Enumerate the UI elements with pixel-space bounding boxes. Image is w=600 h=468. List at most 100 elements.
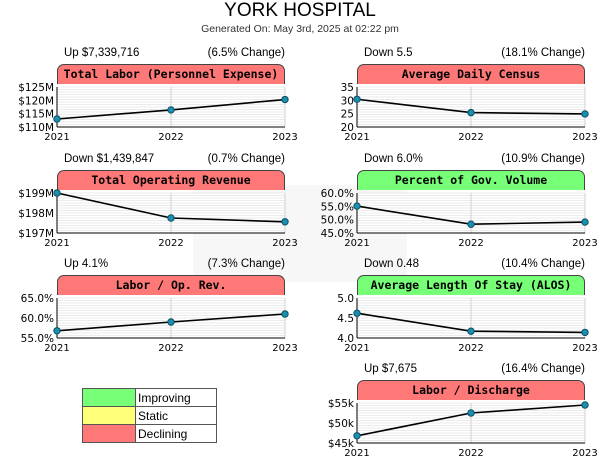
chart-title-total-labor: Total Labor (Personnel Expense) (57, 64, 285, 84)
chart-panel-total-labor: Up $7,339,716 (6.5% Change) Total Labor (P… (0, 47, 300, 152)
y-tick-label: $45k (328, 438, 355, 450)
data-point (581, 218, 589, 226)
chart-panel-average-daily-census: Down 5.5 (18.1% Change) Average Daily Cens… (300, 47, 600, 152)
data-point (281, 310, 289, 318)
x-tick-label: 2023 (272, 238, 298, 249)
x-tick-label: 2021 (344, 238, 370, 249)
change-percent-labor-op-rev: (7.3% Change) (207, 258, 285, 270)
x-tick-label: 2022 (458, 238, 484, 249)
chart-title-percent-gov-volume: Percent of Gov. Volume (357, 170, 585, 190)
generated-on-text: Generated On: May 3rd, 2025 at 02:22 pm (201, 23, 399, 35)
chart-title-labor-per-discharge: Labor / Discharge (357, 380, 585, 400)
x-tick-label: 2021 (344, 343, 370, 354)
x-tick-label: 2022 (158, 132, 184, 143)
y-tick-label: 4.0 (337, 333, 354, 345)
y-tick-label: 45.0% (321, 228, 354, 240)
change-amount-total-labor: Up $7,339,716 (64, 47, 140, 59)
data-point (467, 220, 475, 228)
x-tick-label: 2023 (272, 132, 298, 143)
data-point (281, 95, 289, 104)
x-tick-label: 2023 (572, 238, 598, 249)
chart-panel-alos: Down 0.48 (10.4% Change) Average Length Of… (300, 258, 600, 363)
change-percent-total-labor: (6.5% Change) (207, 47, 285, 59)
report-title: YORK HOSPITAL (224, 0, 376, 21)
x-tick-label: 2023 (572, 132, 598, 143)
x-tick-label: 2021 (44, 343, 70, 354)
legend-swatch-improving (82, 388, 136, 407)
y-tick-label: $125M (18, 82, 54, 94)
y-tick-label: 4.5 (337, 313, 354, 325)
data-point (281, 218, 289, 226)
change-percent-labor-per-discharge: (16.4% Change) (501, 363, 585, 375)
data-point (353, 202, 361, 210)
y-tick-label: $55k (328, 398, 355, 410)
legend-row-declining: Declining (82, 424, 217, 443)
chart-panel-total-operating-revenue: Down $1,439,847 (0.7% Change) Total Operat… (0, 153, 300, 258)
legend-label-declining: Declining (135, 424, 217, 443)
x-tick-label: 2023 (572, 448, 598, 459)
change-amount-average-daily-census: Down 5.5 (364, 47, 413, 59)
line-chart-total-operating-revenue: $199M $198M $197M (18, 188, 289, 240)
legend-swatch-declining (82, 424, 136, 443)
data-point (167, 106, 175, 114)
y-tick-label: 30 (341, 95, 354, 107)
x-tick-label: 2021 (44, 238, 70, 249)
change-percent-percent-gov-volume: (10.9% Change) (501, 153, 585, 165)
x-tick-label: 2022 (458, 448, 484, 459)
y-tick-label: 5.0 (337, 293, 354, 305)
x-tick-label: 2021 (44, 132, 70, 143)
y-tick-label: 20 (341, 122, 354, 134)
line-chart-alos: 5.0 4.5 4.0 (337, 293, 589, 345)
data-point (167, 318, 175, 326)
data-point (581, 401, 589, 409)
data-point (53, 189, 61, 197)
data-point (53, 327, 61, 335)
x-tick-label: 2023 (572, 343, 598, 354)
change-amount-alos: Down 0.48 (364, 258, 419, 270)
status-legend: Improving Static Declining (82, 388, 217, 443)
chart-panel-labor-per-discharge: Up $7,675 (16.4% Change) Labor / Discharge… (300, 363, 600, 468)
legend-swatch-static (82, 406, 136, 425)
data-point (467, 409, 475, 417)
line-chart-labor-per-discharge: $55k $50k $45k (328, 398, 589, 450)
chart-panel-percent-gov-volume: Down 6.0% (10.9% Change) Percent of Gov. V… (300, 153, 600, 258)
data-point (467, 108, 475, 117)
data-point (581, 328, 589, 337)
chart-title-labor-op-rev: Labor / Op. Rev. (57, 275, 285, 295)
chart-title-total-operating-revenue: Total Operating Revenue (57, 170, 285, 190)
chart-title-average-daily-census: Average Daily Census (357, 64, 585, 84)
legend-label-static: Static (135, 406, 217, 425)
change-amount-total-operating-revenue: Down $1,439,847 (64, 153, 155, 165)
change-amount-percent-gov-volume: Down 6.0% (364, 153, 423, 165)
y-tick-label: 55.0% (321, 201, 354, 213)
x-tick-label: 2022 (158, 238, 184, 249)
change-amount-labor-per-discharge: Up $7,675 (364, 363, 418, 375)
x-tick-label: 2022 (158, 343, 184, 354)
x-tick-label: 2022 (458, 343, 484, 354)
chart-panel-labor-op-rev: Up 4.1% (7.3% Change) Labor / Op. Rev. 65.0… (0, 258, 300, 363)
y-tick-label: 35 (341, 82, 354, 94)
data-point (581, 110, 589, 118)
change-percent-alos: (10.4% Change) (501, 258, 585, 270)
chart-title-alos: Average Length Of Stay (ALOS) (357, 275, 585, 295)
line-chart-percent-gov-volume: 60.0%55.0% 50.0%45.0% (321, 188, 589, 240)
y-tick-label: $115M (18, 109, 54, 121)
y-tick-label: 60.0% (321, 188, 354, 200)
change-amount-labor-op-rev: Up 4.1% (64, 258, 109, 270)
data-point (353, 95, 361, 103)
y-tick-label: 55.0% (21, 333, 54, 345)
data-point (353, 309, 361, 317)
x-tick-label: 2021 (344, 448, 370, 459)
y-tick-label: 60.0% (21, 313, 54, 325)
y-tick-label: $120M (18, 95, 54, 107)
data-point (353, 432, 361, 440)
x-tick-label: 2022 (458, 132, 484, 143)
change-percent-total-operating-revenue: (0.7% Change) (207, 153, 285, 165)
data-point (53, 115, 61, 123)
x-tick-label: 2023 (272, 343, 298, 354)
y-tick-label: 65.0% (21, 293, 54, 305)
data-point (167, 214, 175, 222)
y-tick-label: 50.0% (321, 215, 354, 227)
line-chart-total-labor: $125M$120M $115M$110M (18, 82, 289, 134)
